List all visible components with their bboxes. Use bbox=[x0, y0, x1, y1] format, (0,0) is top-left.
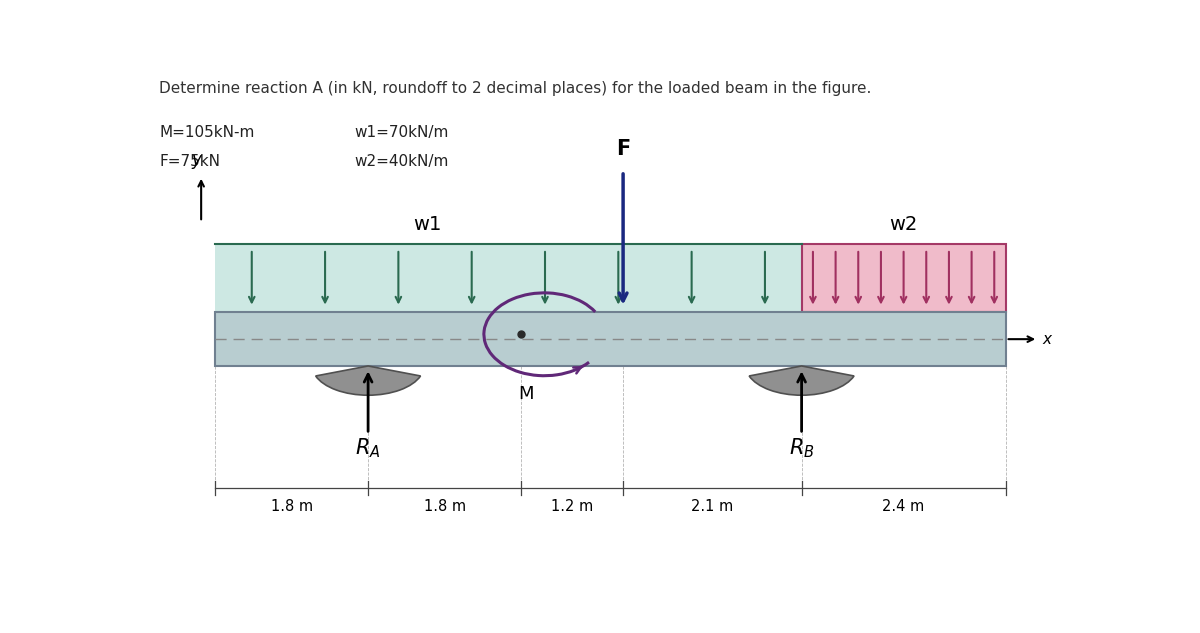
Text: w1: w1 bbox=[414, 215, 442, 234]
Text: F: F bbox=[616, 139, 630, 159]
Text: 1.8 m: 1.8 m bbox=[270, 499, 313, 513]
Wedge shape bbox=[749, 366, 854, 395]
Text: w2=40kN/m: w2=40kN/m bbox=[355, 154, 449, 169]
Wedge shape bbox=[316, 366, 420, 395]
Bar bbox=[802, 244, 1006, 312]
Text: F=75kN: F=75kN bbox=[160, 154, 221, 169]
Text: $R_A$: $R_A$ bbox=[355, 437, 380, 460]
Text: x: x bbox=[1043, 332, 1052, 347]
Text: $R_B$: $R_B$ bbox=[788, 437, 815, 460]
Text: w1=70kN/m: w1=70kN/m bbox=[355, 125, 449, 140]
Text: Determine reaction A (in kN, roundoff to 2 decimal places) for the loaded beam i: Determine reaction A (in kN, roundoff to… bbox=[160, 81, 871, 96]
Bar bbox=[215, 244, 802, 312]
Text: w2: w2 bbox=[889, 215, 918, 234]
Text: M: M bbox=[518, 385, 534, 403]
Text: y: y bbox=[192, 151, 202, 168]
Text: M=105kN-m: M=105kN-m bbox=[160, 125, 254, 140]
Text: 1.8 m: 1.8 m bbox=[424, 499, 466, 513]
Bar bbox=[215, 312, 1006, 366]
Text: 2.1 m: 2.1 m bbox=[691, 499, 733, 513]
Text: 2.4 m: 2.4 m bbox=[882, 499, 925, 513]
Text: 1.2 m: 1.2 m bbox=[551, 499, 593, 513]
